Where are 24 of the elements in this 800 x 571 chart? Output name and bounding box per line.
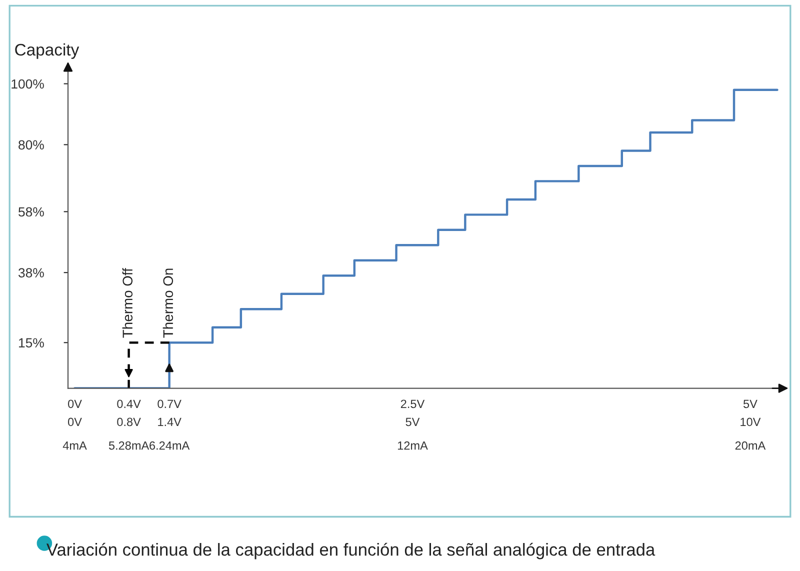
x2-tick-label: 20mA — [735, 441, 766, 450]
x2-tick-label: 5.28mA — [108, 441, 150, 450]
x2-tick-label: 6.24mA — [150, 441, 190, 450]
y-axis-title: Capacity — [15, 43, 80, 59]
x-tick-label: 0.4V — [117, 400, 141, 408]
x-tick-label: 0V — [68, 400, 82, 408]
x2-tick-label: 4mA — [62, 441, 87, 450]
annotation: Thermo Off — [122, 268, 133, 338]
y-tick-label: 100% — [12, 79, 44, 89]
text: 10V — [740, 418, 761, 426]
text: 5V — [406, 418, 420, 426]
y-tick-label: 58% — [18, 207, 44, 217]
y-tick-label: 15% — [18, 338, 44, 348]
text: 1.4V — [158, 418, 182, 426]
text: Variación continua de la capacidad en función de la señal analógica de entrada — [46, 542, 656, 560]
x-tick-label: 2.5V — [400, 400, 425, 408]
text: 0V — [68, 418, 82, 426]
x-tick-label: 5V — [743, 400, 758, 408]
y-tick-label: 38% — [18, 268, 44, 278]
annotation: Thermo On — [162, 268, 174, 338]
x2-tick-label: 12mA — [398, 441, 428, 450]
x-tick-label: 0.7V — [158, 400, 182, 408]
y-tick-label: 80% — [18, 140, 44, 150]
text: 0.8V — [117, 418, 141, 426]
